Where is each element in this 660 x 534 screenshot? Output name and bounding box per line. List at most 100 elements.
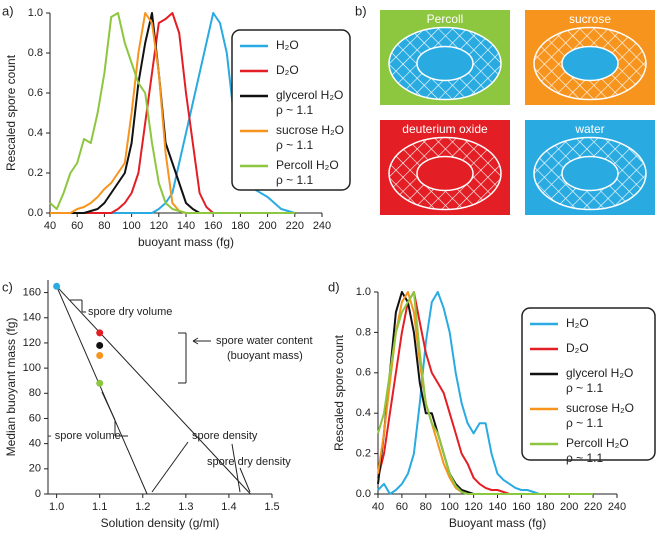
legend-label: sucrose H₂O ρ ~ 1.1 — [276, 123, 344, 152]
panel-label: d) — [328, 279, 340, 294]
y-tick-label: 1.0 — [28, 7, 43, 19]
x-tick-label: 180 — [536, 501, 554, 513]
y-tick-label: 120 — [23, 337, 41, 349]
y-tick-label: 0.2 — [28, 167, 43, 179]
point — [96, 341, 104, 349]
y-tick-label: 140 — [23, 312, 41, 324]
y-tick-label: 0.0 — [356, 488, 371, 500]
legend-label: Percoll H₂O ρ ~ 1.1 — [566, 436, 629, 465]
annotation-line — [151, 441, 189, 493]
y-tick-label: 0.6 — [356, 367, 371, 379]
x-tick-label: 220 — [286, 220, 304, 232]
x-tick-label: 160 — [512, 501, 530, 513]
x-tick-label: 100 — [441, 501, 459, 513]
y-tick-label: 0.6 — [28, 87, 43, 99]
legend-label: glycerol H₂O ρ ~ 1.1 — [276, 88, 343, 117]
spore-core — [561, 45, 619, 82]
y-axis-label: Rescaled spore count — [332, 334, 346, 451]
panel-label: b) — [355, 3, 367, 18]
legend-label: D₂O — [566, 341, 589, 355]
y-tick-label: 80 — [29, 387, 41, 399]
x-tick-label: 120 — [464, 501, 482, 513]
y-tick-label: 0.2 — [356, 448, 371, 460]
x-tick-label: 1.3 — [178, 501, 193, 513]
x-tick-label: 1.2 — [135, 501, 150, 513]
panel-label: a) — [2, 3, 14, 18]
point — [96, 329, 104, 337]
x-tick-label: 100 — [122, 220, 140, 232]
medium-label: deuterium oxide — [402, 122, 488, 136]
y-tick-label: 40 — [29, 438, 41, 450]
annotation-line — [192, 340, 199, 345]
x-tick-label: 80 — [420, 501, 432, 513]
y-tick-label: 1.0 — [356, 286, 371, 298]
legend-label: sucrose H₂O ρ ~ 1.1 — [566, 401, 634, 430]
y-tick-label: 0.8 — [28, 47, 43, 59]
spore-core — [416, 155, 474, 192]
annotation: spore density — [192, 430, 258, 442]
annotation-line — [101, 391, 116, 421]
x-tick-label: 180 — [231, 220, 249, 232]
point — [96, 379, 104, 387]
annotation: spore dry density — [207, 456, 291, 468]
x-tick-label: 120 — [150, 220, 168, 232]
y-tick-label: 60 — [29, 412, 41, 424]
y-tick-label: 0 — [35, 488, 41, 500]
medium-label: water — [574, 122, 604, 136]
legend-label: glycerol H₂O ρ ~ 1.1 — [566, 366, 633, 395]
series-line — [377, 291, 594, 495]
annotation-line — [231, 443, 241, 493]
y-tick-label: 0.4 — [28, 127, 43, 139]
legend-label: H₂O — [276, 38, 299, 52]
y-tick-label: 20 — [29, 463, 41, 475]
fit-line — [56, 285, 251, 495]
x-tick-label: 140 — [488, 501, 506, 513]
x-tick-label: 60 — [396, 501, 408, 513]
x-axis-label: Buoyant mass (fg) — [449, 516, 546, 530]
y-tick-label: 0.8 — [356, 326, 371, 338]
x-tick-label: 60 — [71, 220, 83, 232]
x-tick-label: 200 — [560, 501, 578, 513]
fit-line — [56, 286, 148, 495]
medium-label: Percoll — [427, 12, 464, 26]
point — [96, 352, 104, 360]
x-tick-label: 240 — [313, 220, 331, 232]
x-tick-label: 1.0 — [49, 501, 64, 513]
annotation-line — [239, 467, 251, 493]
x-tick-label: 160 — [204, 220, 222, 232]
x-tick-label: 40 — [372, 501, 384, 513]
x-axis-label: buoyant mass (fg) — [138, 235, 234, 249]
x-tick-label: 80 — [98, 220, 110, 232]
x-tick-label: 1.4 — [221, 501, 236, 513]
y-tick-label: 0.4 — [356, 407, 371, 419]
legend-box — [521, 307, 656, 461]
y-tick-label: 160 — [23, 286, 41, 298]
x-tick-label: 220 — [584, 501, 602, 513]
x-tick-label: 200 — [258, 220, 276, 232]
panel-label: c) — [2, 279, 13, 294]
annotation: spore dry volume — [88, 306, 172, 318]
legend-label: D₂O — [276, 63, 299, 77]
spore-core — [416, 45, 474, 82]
spore-core — [561, 155, 619, 192]
x-axis-label: Solution density (g/ml) — [101, 516, 220, 530]
x-tick-label: 1.1 — [92, 501, 107, 513]
series-line — [49, 12, 295, 214]
annotation: spore water content — [216, 335, 313, 347]
legend-label: Percoll H₂O ρ ~ 1.1 — [276, 158, 339, 187]
medium-label: sucrose — [569, 12, 611, 26]
y-tick-label: 100 — [23, 362, 41, 374]
y-tick-label: 0.0 — [28, 207, 43, 219]
annotation-line — [192, 337, 199, 342]
x-tick-label: 40 — [44, 220, 56, 232]
annotation: (buoyant mass) — [227, 350, 303, 362]
x-tick-label: 1.5 — [264, 501, 279, 513]
x-tick-label: 140 — [177, 220, 195, 232]
annotation: - spore volume — [48, 430, 121, 442]
x-tick-label: 240 — [608, 501, 626, 513]
y-axis-label: Rescaled spore count — [4, 54, 18, 171]
legend-label: H₂O — [566, 316, 589, 330]
point — [53, 282, 61, 290]
y-axis-label: Median buoyant mass (fg) — [4, 318, 18, 457]
